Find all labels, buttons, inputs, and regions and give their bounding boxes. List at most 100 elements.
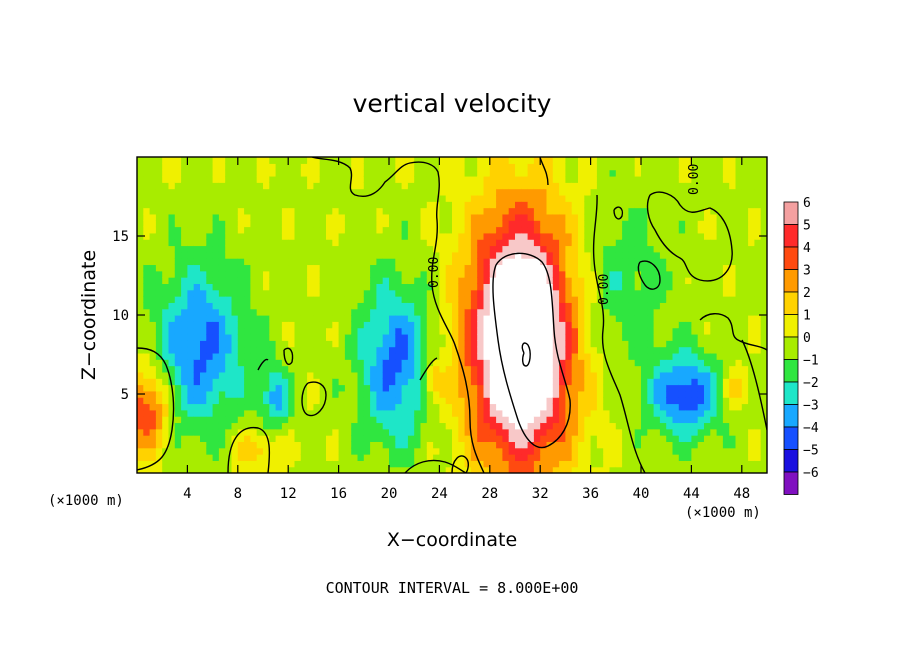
- heatmap-cell: [729, 447, 737, 455]
- heatmap-cell: [666, 428, 674, 436]
- heatmap-cell: [420, 239, 428, 247]
- heatmap-cell: [641, 416, 648, 424]
- heatmap-cell: [174, 397, 182, 405]
- heatmap-cell: [641, 441, 648, 449]
- heatmap-cell: [452, 232, 459, 240]
- heatmap-cell: [704, 441, 711, 449]
- heatmap-cell: [527, 239, 535, 247]
- heatmap-cell: [653, 428, 661, 436]
- heatmap-cell: [206, 296, 214, 303]
- heatmap-cell: [420, 346, 428, 354]
- heatmap-cell: [212, 390, 220, 398]
- heatmap-cell: [672, 460, 680, 468]
- heatmap-cell: [678, 454, 686, 461]
- heatmap-cell: [722, 194, 730, 202]
- heatmap-cell: [218, 371, 226, 379]
- heatmap-cell: [439, 384, 447, 392]
- heatmap-cell: [181, 226, 188, 234]
- heatmap-cell: [659, 175, 667, 183]
- heatmap-cell: [735, 201, 743, 209]
- heatmap-cell: [653, 454, 661, 461]
- heatmap-cell: [162, 296, 170, 303]
- heatmap-cell: [250, 416, 258, 424]
- heatmap-cell: [174, 264, 182, 272]
- heatmap-cell: [477, 245, 485, 253]
- heatmap-cell: [477, 251, 485, 259]
- heatmap-cell: [218, 409, 226, 417]
- heatmap-cell: [300, 447, 308, 455]
- heatmap-cell: [489, 226, 497, 234]
- heatmap-cell: [748, 245, 755, 253]
- heatmap-cell: [559, 182, 566, 190]
- heatmap-cell: [376, 416, 384, 424]
- heatmap-cell: [244, 315, 251, 322]
- heatmap-cell: [489, 232, 497, 240]
- heatmap-cell: [433, 194, 440, 202]
- heatmap-cell: [571, 315, 579, 322]
- heatmap-cell: [609, 270, 617, 278]
- heatmap-cell: [565, 264, 573, 272]
- heatmap-cell: [244, 264, 251, 272]
- heatmap-cell: [225, 378, 233, 386]
- heatmap-cell: [143, 302, 151, 310]
- heatmap-cell: [603, 352, 611, 360]
- heatmap-cell: [187, 182, 195, 190]
- heatmap-cell: [458, 441, 466, 449]
- heatmap-cell: [370, 283, 377, 291]
- heatmap-cell: [685, 346, 692, 354]
- heatmap-cell: [477, 371, 485, 379]
- heatmap-cell: [470, 321, 478, 329]
- heatmap-cell: [237, 359, 245, 367]
- heatmap-cell: [294, 390, 302, 398]
- heatmap-cell: [540, 409, 548, 417]
- heatmap-cell: [162, 441, 170, 449]
- heatmap-cell: [250, 264, 258, 272]
- heatmap-cell: [716, 226, 724, 234]
- heatmap-cell: [540, 390, 548, 398]
- heatmap-cell: [704, 213, 711, 221]
- heatmap-cell: [502, 397, 510, 405]
- heatmap-cell: [193, 416, 201, 424]
- heatmap-cell: [748, 315, 755, 322]
- heatmap-cell: [496, 384, 503, 392]
- heatmap-cell: [678, 340, 686, 348]
- heatmap-cell: [565, 346, 573, 354]
- heatmap-cell: [407, 283, 415, 291]
- heatmap-cell: [250, 359, 258, 367]
- heatmap-cell: [401, 384, 409, 392]
- heatmap-cell: [313, 213, 321, 221]
- heatmap-cell: [212, 346, 220, 354]
- heatmap-cell: [288, 340, 296, 348]
- heatmap-cell: [206, 175, 214, 183]
- heatmap-cell: [729, 403, 737, 411]
- heatmap-cell: [351, 296, 359, 303]
- heatmap-cell: [697, 220, 705, 228]
- heatmap-cell: [710, 169, 718, 177]
- heatmap-cell: [596, 239, 604, 247]
- heatmap-cell: [357, 289, 365, 297]
- heatmap-cell: [622, 352, 629, 360]
- heatmap-cell: [332, 409, 340, 417]
- heatmap-cell: [137, 163, 144, 171]
- heatmap-cell: [149, 346, 157, 354]
- heatmap-cell: [578, 441, 585, 449]
- heatmap-cell: [496, 327, 503, 335]
- heatmap-cell: [281, 346, 289, 354]
- heatmap-cell: [351, 226, 359, 234]
- heatmap-cell: [162, 315, 170, 322]
- heatmap-cell: [704, 163, 711, 171]
- heatmap-cell: [363, 315, 371, 322]
- heatmap-cell: [326, 327, 333, 335]
- heatmap-cell: [647, 232, 655, 240]
- heatmap-cell: [332, 283, 340, 291]
- heatmap-cell: [584, 365, 592, 373]
- heatmap-cell: [603, 169, 611, 177]
- heatmap-cell: [370, 352, 377, 360]
- heatmap-cell: [571, 352, 579, 360]
- heatmap-cell: [754, 454, 762, 461]
- heatmap-cell: [521, 207, 529, 215]
- heatmap-cell: [420, 441, 428, 449]
- heatmap-cell: [401, 289, 409, 297]
- heatmap-cell: [225, 315, 233, 322]
- heatmap-cell: [590, 460, 598, 468]
